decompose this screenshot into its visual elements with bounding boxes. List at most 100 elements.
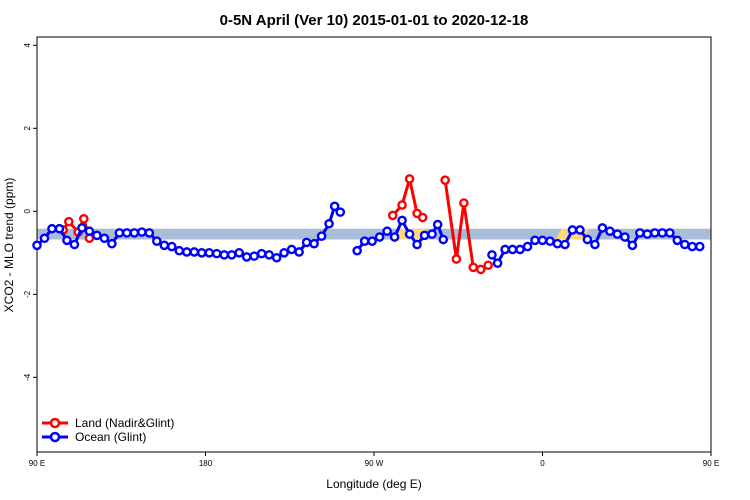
- data-point-land: [468, 262, 479, 273]
- data-point-ocean: [522, 241, 533, 252]
- x-axis-label: Longitude (deg E): [326, 477, 421, 491]
- data-point-ocean: [92, 230, 102, 241]
- data-point-ocean: [196, 247, 207, 258]
- data-point-ocean: [567, 225, 578, 235]
- y-tick-label: 0: [23, 209, 32, 214]
- data-point-ocean: [382, 226, 392, 237]
- data-point-ocean: [286, 244, 297, 255]
- data-point-ocean: [438, 234, 449, 245]
- data-point-ocean: [39, 233, 50, 244]
- data-point-ocean: [152, 236, 162, 246]
- data-point-ocean: [515, 244, 525, 255]
- data-point-ocean: [590, 239, 600, 250]
- data-point-ocean: [552, 238, 563, 249]
- data-point-ocean: [211, 248, 222, 259]
- data-point-ocean: [114, 228, 125, 238]
- data-point-land: [475, 264, 486, 275]
- data-point-land: [459, 198, 469, 208]
- data-point-ocean: [635, 228, 645, 238]
- data-point-ocean: [241, 252, 252, 262]
- data-point-ocean: [129, 228, 140, 238]
- legend: Land (Nadir&Glint) Ocean (Glint): [42, 416, 174, 444]
- series-line-land: [443, 179, 489, 271]
- data-point-ocean: [107, 238, 117, 249]
- data-point-ocean: [432, 219, 443, 230]
- band-ocean: [37, 228, 711, 240]
- x-tick-label: 0: [540, 459, 545, 468]
- data-point-ocean: [419, 230, 430, 241]
- data-point-ocean: [650, 228, 660, 238]
- data-point-land: [64, 216, 74, 227]
- data-point-ocean: [537, 235, 548, 246]
- data-point-ocean: [294, 247, 304, 257]
- data-point-ocean: [69, 239, 80, 250]
- data-point-ocean: [427, 229, 437, 239]
- y-tick-label: 2: [23, 126, 32, 131]
- data-point-ocean: [226, 250, 237, 260]
- x-tick-label: 90 W: [365, 459, 384, 468]
- data-point-ocean: [264, 250, 274, 260]
- data-point-ocean: [487, 250, 497, 260]
- data-point-ocean: [189, 247, 200, 257]
- data-point-ocean: [77, 223, 87, 233]
- data-point-land: [451, 254, 462, 264]
- data-point-ocean: [397, 215, 407, 226]
- data-point-land: [387, 210, 398, 221]
- data-point-ocean: [687, 241, 698, 252]
- data-point-ocean: [582, 234, 593, 245]
- data-point-ocean: [174, 245, 185, 256]
- data-point-ocean: [159, 240, 170, 251]
- y-axis-label: XCO2 - MLO trend (ppm): [2, 178, 16, 313]
- data-point-ocean: [181, 247, 192, 257]
- data-point-ocean: [352, 245, 362, 256]
- data-point-ocean: [137, 227, 147, 237]
- data-point-ocean: [642, 229, 653, 239]
- data-point-ocean: [530, 235, 540, 246]
- data-point-ocean: [324, 218, 334, 229]
- data-point-ocean: [389, 232, 400, 242]
- data-point-ocean: [404, 229, 415, 239]
- data-point-ocean: [271, 252, 282, 263]
- data-point-ocean: [309, 238, 319, 249]
- x-tick-label: 90 E: [703, 459, 719, 468]
- data-point-ocean: [620, 232, 630, 242]
- data-point-ocean: [500, 244, 510, 255]
- data-point-ocean: [657, 228, 668, 238]
- data-point-ocean: [166, 241, 177, 252]
- data-point-ocean: [679, 239, 690, 250]
- data-point-ocean: [412, 239, 422, 250]
- data-point-ocean: [84, 226, 95, 237]
- data-point-ocean: [694, 241, 705, 252]
- data-point-ocean: [612, 229, 623, 239]
- data-point-ocean: [219, 250, 230, 260]
- legend-marker-land: [49, 417, 61, 429]
- data-point-land: [440, 175, 450, 185]
- data-point-ocean: [99, 233, 110, 244]
- legend-marker-ocean: [49, 431, 61, 443]
- data-point-ocean: [122, 228, 132, 238]
- data-point-ocean: [144, 228, 155, 238]
- data-point-ocean: [62, 235, 72, 246]
- y-tick-label: -2: [23, 290, 32, 298]
- data-point-ocean: [560, 239, 570, 250]
- data-point-ocean: [47, 223, 57, 234]
- chart-title: 0-5N April (Ver 10) 2015-01-01 to 2020-1…: [220, 12, 529, 29]
- x-tick-label: 90 E: [29, 459, 45, 468]
- y-tick-label: -4: [23, 373, 32, 381]
- data-point-ocean: [359, 236, 370, 246]
- data-point-ocean: [597, 223, 608, 233]
- data-point-ocean: [234, 247, 244, 258]
- data-point-ocean: [575, 225, 585, 235]
- data-point-ocean: [32, 240, 42, 251]
- data-point-ocean: [249, 251, 259, 261]
- data-point-land: [483, 260, 494, 271]
- legend-label-ocean: Ocean (Glint): [75, 430, 146, 444]
- data-point-land: [417, 212, 428, 223]
- data-point-ocean: [204, 247, 215, 258]
- data-point-land: [404, 174, 415, 184]
- data-point-ocean: [665, 228, 675, 238]
- data-point-ocean: [492, 258, 503, 268]
- data-point-ocean: [316, 231, 327, 241]
- data-point-ocean: [627, 240, 638, 251]
- data-point-land: [79, 213, 89, 224]
